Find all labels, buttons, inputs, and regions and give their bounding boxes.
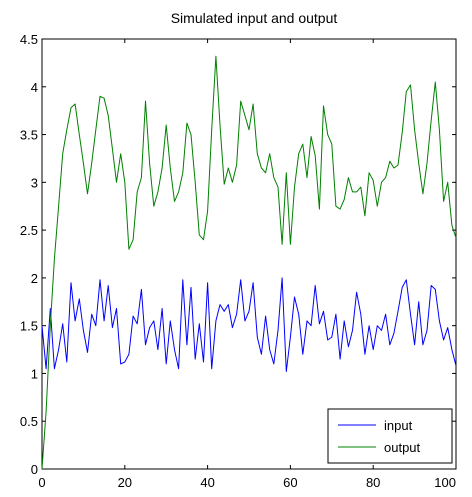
chart-title: Simulated input and output	[171, 10, 338, 26]
y-tick-label: 2	[31, 271, 38, 286]
legend: input output	[327, 408, 453, 464]
x-tick-label: 60	[283, 475, 297, 490]
x-tick-label: 20	[118, 475, 132, 490]
series-line-input	[41, 277, 457, 372]
x-tick-label: 80	[366, 475, 380, 490]
x-tick-label: 40	[200, 475, 214, 490]
series-line-output	[41, 55, 457, 470]
plot-area	[41, 38, 457, 470]
y-tick-label: 4.5	[20, 32, 38, 47]
legend-label-output: output	[384, 440, 421, 455]
x-tick-label: 100	[434, 475, 456, 490]
y-tick-label: 0.5	[20, 414, 38, 429]
y-tick-label: 4	[31, 80, 38, 95]
y-tick-label: 0	[31, 462, 38, 477]
y-tick-label: 3	[31, 175, 38, 190]
legend-label-input: input	[384, 418, 413, 433]
series-layer	[41, 55, 457, 470]
legend-box	[327, 408, 453, 464]
y-tick-label: 2.5	[20, 223, 38, 238]
y-axis: 0 0.5 1 1.5 2 2.5 3 3.5 4 4.5	[20, 32, 456, 477]
x-axis: 0 20 40 60 80 100	[38, 39, 457, 490]
x-tick-label: 0	[38, 475, 45, 490]
y-tick-label: 1	[31, 366, 38, 381]
y-tick-label: 1.5	[20, 319, 38, 334]
y-tick-label: 3.5	[20, 128, 38, 143]
